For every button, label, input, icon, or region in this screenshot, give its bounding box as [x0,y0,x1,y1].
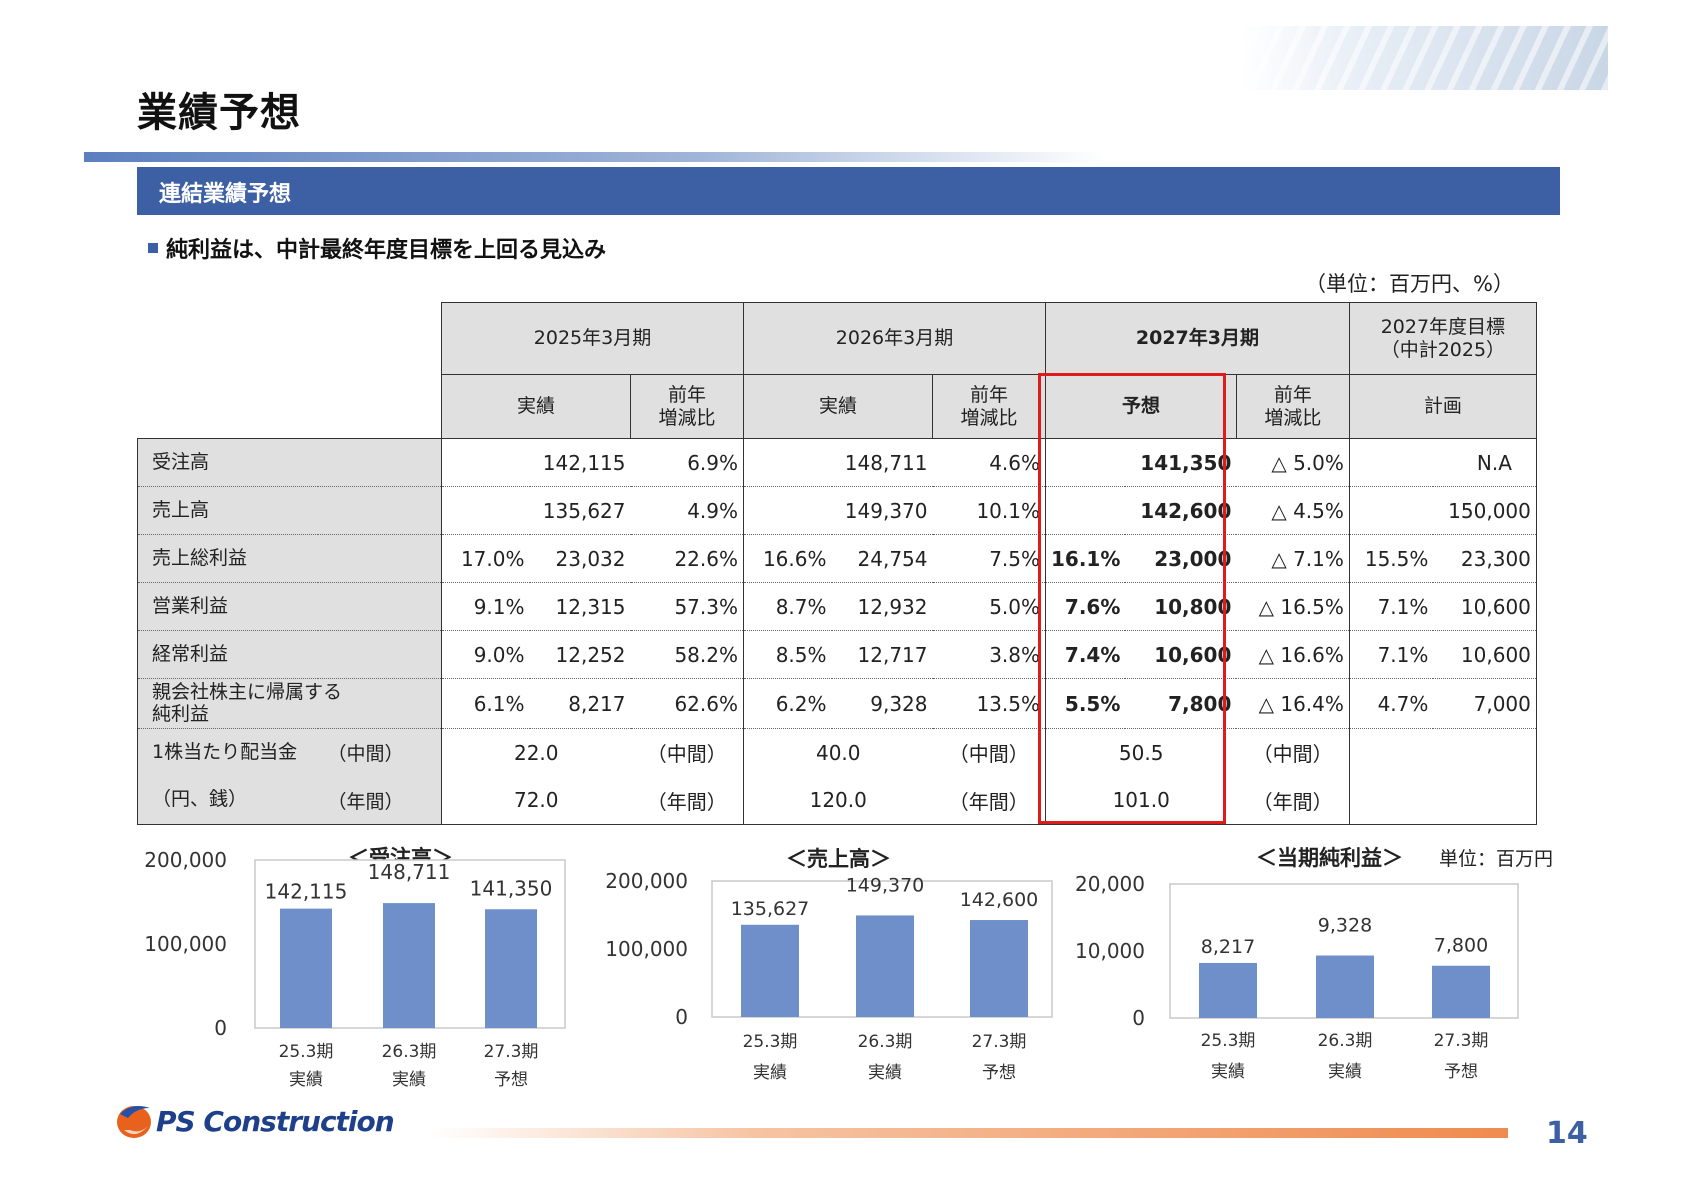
y-tick-label: 0 [1132,1006,1145,1030]
orders-chart: 0 100,000 200,000 142,115 25.3期実績 148,711 26.3… [0,0,600,1114]
page-title: 業績予想 [137,90,301,136]
header-actual-2026: 実績 [743,374,933,439]
y-tick-label: 200,000 [605,869,688,893]
data-label: 148,711 [368,860,451,884]
category-sublabel: 実績 [868,1063,902,1083]
header-yoy-2027: 前年 増減比 [1235,374,1350,439]
row-label: 営業利益 [137,582,318,631]
unit-note: （単位：百万円、%） [1305,272,1514,296]
logo-text: PS Construction [156,1105,395,1138]
bar [485,909,537,1028]
header-yoy-2025: 前年 増減比 [630,374,744,439]
category-label: 26.3期 [1318,1031,1373,1051]
header-decoration [1240,26,1608,90]
header-plan: 計画 [1348,374,1537,439]
category-label: 27.3期 [972,1032,1027,1052]
table-row-sales: 売上高 135,627 4.9% 149,370 10.1% 142,600 △… [137,486,1537,535]
category-label: 26.3期 [858,1032,913,1052]
bar [1432,965,1490,1018]
category-sublabel: 予想 [982,1063,1016,1083]
bullet-point: 純利益は、中計最終年度目標を上回る見込み [148,232,606,264]
category-sublabel: 実績 [1328,1062,1362,1082]
data-label: 7,800 [1434,935,1488,957]
row-label: 親会社株主に帰属する 純利益 [137,678,442,729]
category-sublabel: 予想 [494,1070,528,1090]
header-fy2027: 2027年3月期 [1045,302,1350,375]
category-sublabel: 実績 [289,1070,323,1090]
data-label: 142,115 [265,880,348,904]
table-row-net-income: 親会社株主に帰属する 純利益 6.1% 8,217 62.6% 6.2% 9,32… [137,678,1537,729]
header-fy2026: 2026年3月期 [743,302,1046,375]
data-label: 149,370 [846,874,925,896]
logo-swoosh-icon [117,1106,151,1138]
y-tick-label: 100,000 [144,932,227,956]
page-number: 14 [1546,1116,1588,1151]
data-label: 135,627 [731,898,810,920]
section-bar: 連結業績予想 [137,167,1560,215]
category-label: 25.3期 [743,1032,798,1052]
y-tick-label: 0 [675,1005,688,1029]
bar [383,903,435,1028]
row-label: 売上総利益 [137,534,318,583]
row-label: （円、銭） [137,776,318,825]
data-label: 8,217 [1201,936,1255,958]
y-tick-label: 100,000 [605,937,688,961]
category-label: 26.3期 [382,1042,437,1062]
bar [1316,955,1374,1018]
bar [1199,962,1257,1018]
row-label: 受注高 [137,438,318,487]
table-header-row-1: 2025年3月期 2026年3月期 2027年3月期 2027年度目標 （中計20… [137,302,1537,375]
bar [741,924,799,1017]
header-yoy-2026: 前年 増減比 [932,374,1046,439]
bar [280,908,332,1028]
bullet-square-icon [148,243,158,253]
table-row-dividend-annual: （円、銭） （年間） 72.0 （年間） 120.0 （年間） 101.0 （年… [137,776,1537,825]
table-header-row-2: 実績 前年 増減比 実績 前年 増減比 予想 前年 増減比 計画 [137,374,1537,439]
company-logo: PS Construction [114,1100,395,1142]
table-row-ordinary-profit: 経常利益 9.0% 12,252 58.2% 8.5% 12,717 3.8% … [137,630,1537,679]
header-forecast-2027: 予想 [1045,374,1237,439]
header-actual-2025: 実績 [441,374,631,439]
data-label: 9,328 [1318,915,1372,937]
table-row-operating-profit: 営業利益 9.1% 12,315 57.3% 8.7% 12,932 5.0% … [137,582,1537,631]
bar [970,920,1028,1017]
y-tick-label: 0 [214,1016,227,1040]
title-rule [84,152,1104,162]
data-label: 142,600 [960,889,1039,911]
footer-rule [430,1128,1508,1138]
category-label: 25.3期 [279,1042,334,1062]
net-income-chart: 0 10,000 20,000 8,217 25.3期実績 9,328 26.3期実績 7,8… [1075,872,1519,1082]
chart-unit-note: 単位：百万円 [1439,848,1554,870]
table-row-orders: 受注高 142,115 6.9% 148,711 4.6% 141,350 △ … [137,438,1537,487]
row-label: 売上高 [137,486,318,535]
header-fy2025: 2025年3月期 [441,302,744,375]
header-midterm-target: 2027年度目標 （中計2025） [1348,302,1537,375]
bullet-text: 純利益は、中計最終年度目標を上回る見込み [166,238,607,263]
section-title: 連結業績予想 [159,182,292,207]
sales-chart-title: ＜売上高＞ [786,847,891,871]
category-sublabel: 予想 [1444,1062,1478,1082]
category-sublabel: 実績 [753,1063,787,1083]
net-income-chart-title: ＜当期純利益＞ [1256,846,1403,870]
row-label: 1株当たり配当金 [137,728,318,777]
category-label: 25.3期 [1201,1031,1256,1051]
category-label: 27.3期 [1434,1031,1489,1051]
bar [856,915,914,1017]
table-row-dividend-interim: 1株当たり配当金 （中間） 22.0 （中間） 40.0 （中間） 50.5 （… [137,728,1537,777]
forecast-table: 2025年3月期 2026年3月期 2027年3月期 2027年度目標 （中計20… [137,302,1537,825]
y-tick-label: 200,000 [144,848,227,872]
y-tick-label: 10,000 [1075,939,1145,963]
category-label: 27.3期 [484,1042,539,1062]
y-tick-label: 20,000 [1075,872,1145,896]
row-label: 経常利益 [137,630,318,679]
data-label: 141,350 [470,876,553,900]
category-sublabel: 実績 [1211,1062,1245,1082]
sales-chart: 0 100,000 200,000 135,627 25.3期実績 149,370 26.3… [605,869,1053,1083]
category-sublabel: 実績 [392,1070,426,1090]
table-row-gross-profit: 売上総利益 17.0% 23,032 22.6% 16.6% 24,754 7.… [137,534,1537,583]
